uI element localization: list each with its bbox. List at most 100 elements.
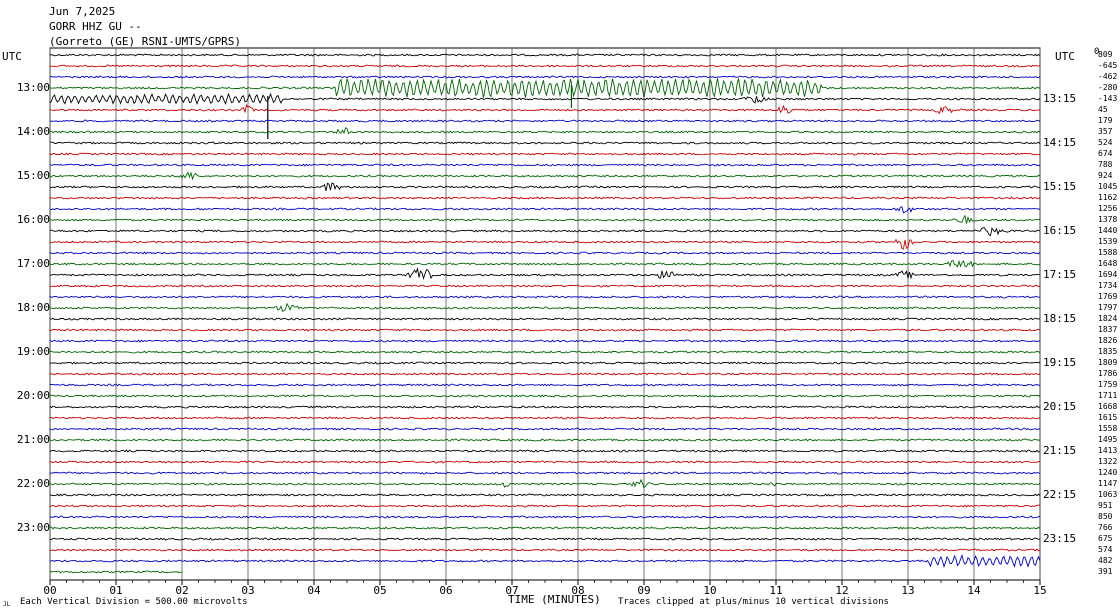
seismic-trace (49, 259, 1041, 268)
seismic-trace (50, 77, 1041, 98)
trace-offset-label: 1809 (1098, 358, 1118, 367)
trace-offset-label: 391 (1098, 567, 1113, 576)
top-right-zero: 0 (1094, 47, 1100, 57)
trace-offset-label: 1256 (1098, 204, 1118, 213)
trace-offset-label: 45 (1098, 105, 1108, 114)
trace-offset-label: 1668 (1098, 402, 1118, 411)
trace-offset-label: 1734 (1098, 281, 1118, 290)
trace-offset-label: 1063 (1098, 490, 1118, 499)
utc-left-label: UTC (2, 50, 22, 63)
trace-offset-label: 1162 (1098, 193, 1118, 202)
seismic-trace (49, 171, 1041, 181)
trace-offset-label: 179 (1098, 116, 1113, 125)
x-tick-label: 02 (175, 584, 189, 597)
seismic-trace (49, 394, 1041, 398)
seismic-trace (49, 302, 1041, 312)
trace-offset-label: 1240 (1098, 468, 1118, 477)
corner-mark: JL (3, 601, 11, 608)
seismic-trace (49, 295, 1041, 299)
clip-note: Traces clipped at plus/minus 10 vertical… (618, 597, 889, 607)
seismic-trace (49, 515, 1041, 519)
hour-label-left: 18:00 (16, 301, 50, 314)
seismic-trace (49, 182, 1041, 192)
trace-offset-label: 1558 (1098, 424, 1118, 433)
seismic-trace (49, 372, 1041, 376)
seismic-trace (49, 238, 1041, 250)
trace-offset-label: 766 (1098, 523, 1113, 532)
seismic-trace (49, 460, 1041, 464)
hour-label-right: 18:15 (1043, 312, 1077, 325)
hour-label-right: 19:15 (1043, 356, 1077, 369)
hour-label-left: 23:00 (16, 521, 50, 534)
x-axis-label: TIME (MINUTES) (508, 593, 601, 606)
x-tick-label: 03 (241, 584, 255, 597)
trace-offset-label: 1588 (1098, 248, 1118, 257)
seismic-trace (49, 361, 1041, 365)
x-tick-label: 11 (769, 584, 783, 597)
seismic-trace (50, 383, 1041, 387)
hour-label-left: 22:00 (16, 477, 50, 490)
seismic-trace (49, 493, 1041, 497)
x-tick-label: 07 (505, 584, 519, 597)
seismic-trace (49, 504, 1041, 508)
seismic-trace (49, 196, 1041, 200)
seismic-trace (49, 64, 1041, 68)
hour-label-right: 17:15 (1043, 268, 1077, 281)
trace-offset-label: 1835 (1098, 347, 1118, 356)
trace-offset-label: 951 (1098, 501, 1113, 510)
hour-label-right: 13:15 (1043, 92, 1077, 105)
trace-offset-label: 1711 (1098, 391, 1118, 400)
seismic-trace (49, 75, 1041, 79)
hour-label-left: 16:00 (16, 213, 50, 226)
x-tick-label: 05 (373, 584, 387, 597)
utc-right-label: UTC (1055, 50, 1075, 63)
trace-offset-label: 1495 (1098, 435, 1118, 444)
hour-label-left: 21:00 (16, 433, 50, 446)
seismic-trace (49, 438, 1041, 442)
date-label: Jun 7,2025 (49, 5, 116, 18)
trace-offset-label: 1322 (1098, 457, 1118, 466)
seismic-trace (49, 103, 1041, 115)
trace-offset-label: 788 (1098, 160, 1113, 169)
hour-label-left: 14:00 (16, 125, 50, 138)
trace-offset-label: 1837 (1098, 325, 1118, 334)
station-label: GORR HHZ GU -- (49, 20, 142, 33)
hour-label-left: 13:00 (16, 81, 50, 94)
trace-offset-label: 1045 (1098, 182, 1118, 191)
x-tick-label: 08 (571, 584, 585, 597)
network-label: (Gorreto (GE) RSNI-UMTS/GPRS) (49, 35, 242, 48)
seismic-trace (49, 350, 1041, 354)
trace-offset-label: 357 (1098, 127, 1113, 136)
hour-label-left: 15:00 (16, 169, 50, 182)
trace-offset-label: 574 (1098, 545, 1113, 554)
seismic-trace (49, 119, 1041, 123)
seismic-trace (49, 284, 1041, 288)
hour-label-right: 21:15 (1043, 444, 1077, 457)
trace-offset-label: 482 (1098, 556, 1113, 565)
seismic-trace (50, 526, 1041, 530)
x-tick-label: 06 (439, 584, 453, 597)
seismic-trace (49, 427, 1041, 431)
hour-label-right: 16:15 (1043, 224, 1077, 237)
hour-label-right: 22:15 (1043, 488, 1077, 501)
seismic-trace (49, 570, 183, 574)
hour-label-right: 14:15 (1043, 136, 1077, 149)
seismic-trace (49, 152, 1041, 156)
trace-offset-label: 524 (1098, 138, 1113, 147)
seismic-trace (49, 206, 1041, 214)
x-tick-label: 01 (109, 584, 123, 597)
trace-offset-label: 1378 (1098, 215, 1118, 224)
trace-offset-label: -462 (1098, 72, 1118, 81)
hour-label-right: 23:15 (1043, 532, 1077, 545)
seismic-trace (50, 317, 1041, 321)
seismic-trace (49, 449, 1041, 453)
trace-offset-label: 1826 (1098, 336, 1118, 345)
seismic-trace (49, 416, 1041, 420)
seismic-trace (49, 548, 1041, 552)
trace-offset-label: 1539 (1098, 237, 1118, 246)
trace-offset-label: -280 (1098, 83, 1118, 92)
division-note: Each Vertical Division = 500.00 microvol… (20, 597, 248, 607)
x-tick-label: 04 (307, 584, 321, 597)
trace-offset-label: 1759 (1098, 380, 1118, 389)
